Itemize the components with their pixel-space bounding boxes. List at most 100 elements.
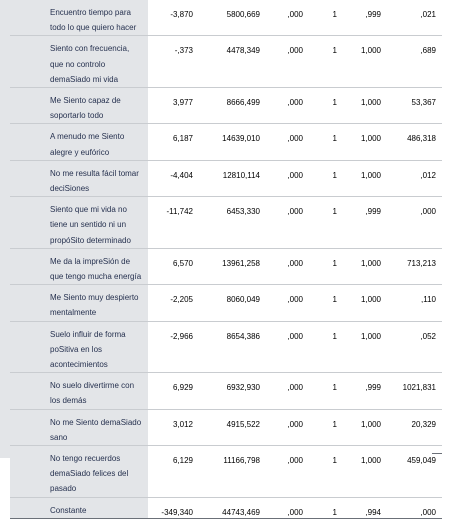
cell-df: ,000 bbox=[264, 0, 307, 37]
cell-wald: 8654,386 bbox=[196, 321, 264, 374]
table-row: Me da la impreSión de que tengo mucha en… bbox=[10, 248, 442, 286]
cell-wald: 14639,010 bbox=[196, 123, 264, 161]
row-label: No suelo divertirme con los demás bbox=[10, 372, 148, 410]
cell-df: ,000 bbox=[264, 284, 307, 322]
cell-sig: ,999 bbox=[341, 196, 385, 249]
cell-expb: ,052 bbox=[385, 321, 442, 374]
cell-sig: ,999 bbox=[341, 0, 385, 37]
cell-gl: 1 bbox=[307, 87, 341, 125]
cell-gl: 1 bbox=[307, 497, 341, 519]
left-gutter bbox=[0, 0, 10, 458]
row-label: Siento con frecuencia, que no controlo d… bbox=[10, 35, 148, 89]
cell-df: ,000 bbox=[264, 35, 307, 89]
cell-expb: ,000 bbox=[385, 497, 442, 519]
cell-b: 6,129 bbox=[148, 445, 196, 498]
cell-sig: 1,000 bbox=[341, 123, 385, 161]
row-label: No me Siento demaSiado sano bbox=[10, 409, 148, 447]
cell-b: -349,340 bbox=[148, 497, 196, 519]
cell-expb: 1021,831 bbox=[385, 372, 442, 410]
cell-wald: 4478,349 bbox=[196, 35, 264, 89]
cell-expb: 713,213 bbox=[385, 248, 442, 286]
cell-wald: 44743,469 bbox=[196, 497, 264, 519]
table-row: Me Siento muy despierto mentalmente -2,20… bbox=[10, 284, 442, 322]
cell-b: 6,187 bbox=[148, 123, 196, 161]
cell-df: ,000 bbox=[264, 445, 307, 498]
row-label: No me resulta fácil tomar deciSiones bbox=[10, 160, 148, 198]
cell-expb: 486,318 bbox=[385, 123, 442, 161]
cell-df: ,000 bbox=[264, 321, 307, 374]
cell-df: ,000 bbox=[264, 497, 307, 519]
cell-sig: 1,000 bbox=[341, 160, 385, 198]
row-label: No tengo recuerdos demaSiado felices del… bbox=[10, 445, 148, 498]
row-label: Constante bbox=[10, 497, 148, 519]
cell-sig: 1,000 bbox=[341, 409, 385, 447]
cell-expb: 53,367 bbox=[385, 87, 442, 125]
cell-sig: 1,000 bbox=[341, 321, 385, 374]
cell-gl: 1 bbox=[307, 321, 341, 374]
row-label: Suelo influir de forma poSitiva en los a… bbox=[10, 321, 148, 374]
cell-b: -2,966 bbox=[148, 321, 196, 374]
cell-df: ,000 bbox=[264, 409, 307, 447]
cell-gl: 1 bbox=[307, 196, 341, 249]
cell-df: ,000 bbox=[264, 160, 307, 198]
cell-wald: 8666,499 bbox=[196, 87, 264, 125]
cell-expb: ,012 bbox=[385, 160, 442, 198]
row-label: Me Siento muy despierto mentalmente bbox=[10, 284, 148, 322]
cell-b: -,373 bbox=[148, 35, 196, 89]
cell-gl: 1 bbox=[307, 123, 341, 161]
table-row: Constante -349,340 44743,469,000 1,994,000 bbox=[10, 497, 442, 519]
cell-gl: 1 bbox=[307, 35, 341, 89]
table-row: Siento que mi vida no tiene un sentido n… bbox=[10, 196, 442, 249]
cell-expb: 20,329 bbox=[385, 409, 442, 447]
cell-b: 3,977 bbox=[148, 87, 196, 125]
row-label: A menudo me Siento alegre y eufórico bbox=[10, 123, 148, 161]
cell-gl: 1 bbox=[307, 409, 341, 447]
cell-b: -3,870 bbox=[148, 0, 196, 37]
cell-df: ,000 bbox=[264, 196, 307, 249]
cell-b: 3,012 bbox=[148, 409, 196, 447]
cell-expb: ,110 bbox=[385, 284, 442, 322]
table-bottom-tick bbox=[432, 453, 442, 454]
cell-gl: 1 bbox=[307, 248, 341, 286]
cell-sig: 1,000 bbox=[341, 284, 385, 322]
cell-wald: 6932,930 bbox=[196, 372, 264, 410]
cell-wald: 13961,258 bbox=[196, 248, 264, 286]
row-label: Encuentro tiempo para todo lo que quiero… bbox=[10, 0, 148, 37]
cell-b: -2,205 bbox=[148, 284, 196, 322]
cell-expb: ,000 bbox=[385, 196, 442, 249]
table-row: Siento con frecuencia, que no controlo d… bbox=[10, 35, 442, 89]
table-row: No tengo recuerdos demaSiado felices del… bbox=[10, 445, 442, 498]
cell-gl: 1 bbox=[307, 0, 341, 37]
cell-wald: 11166,798 bbox=[196, 445, 264, 498]
cell-wald: 6453,330 bbox=[196, 196, 264, 249]
row-label: Siento que mi vida no tiene un sentido n… bbox=[10, 196, 148, 249]
table-row: Suelo influir de forma poSitiva en los a… bbox=[10, 321, 442, 374]
cell-sig: ,999 bbox=[341, 372, 385, 410]
cell-sig: 1,000 bbox=[341, 87, 385, 125]
table-row: A menudo me Siento alegre y eufórico 6,18… bbox=[10, 123, 442, 161]
cell-gl: 1 bbox=[307, 372, 341, 410]
cell-b: -4,404 bbox=[148, 160, 196, 198]
cell-b: -11,742 bbox=[148, 196, 196, 249]
cell-df: ,000 bbox=[264, 248, 307, 286]
cell-expb: ,021 bbox=[385, 0, 442, 37]
cell-wald: 12810,114 bbox=[196, 160, 264, 198]
row-label: Me da la impreSión de que tengo mucha en… bbox=[10, 248, 148, 286]
cell-sig: ,994 bbox=[341, 497, 385, 519]
cell-sig: 1,000 bbox=[341, 248, 385, 286]
cell-sig: 1,000 bbox=[341, 445, 385, 498]
cell-wald: 5800,669 bbox=[196, 0, 264, 37]
cell-df: ,000 bbox=[264, 372, 307, 410]
cell-df: ,000 bbox=[264, 123, 307, 161]
cell-gl: 1 bbox=[307, 160, 341, 198]
table-row: Encuentro tiempo para todo lo que quiero… bbox=[10, 0, 442, 37]
cell-gl: 1 bbox=[307, 445, 341, 498]
cell-gl: 1 bbox=[307, 284, 341, 322]
row-label: Me Siento capaz de soportarlo todo bbox=[10, 87, 148, 125]
cell-b: 6,929 bbox=[148, 372, 196, 410]
cell-wald: 8060,049 bbox=[196, 284, 264, 322]
table-row: No suelo divertirme con los demás 6,929 69… bbox=[10, 372, 442, 410]
table-row: No me Siento demaSiado sano 3,012 4915,522… bbox=[10, 409, 442, 447]
table-row: No me resulta fácil tomar deciSiones -4,4… bbox=[10, 160, 442, 198]
cell-wald: 4915,522 bbox=[196, 409, 264, 447]
